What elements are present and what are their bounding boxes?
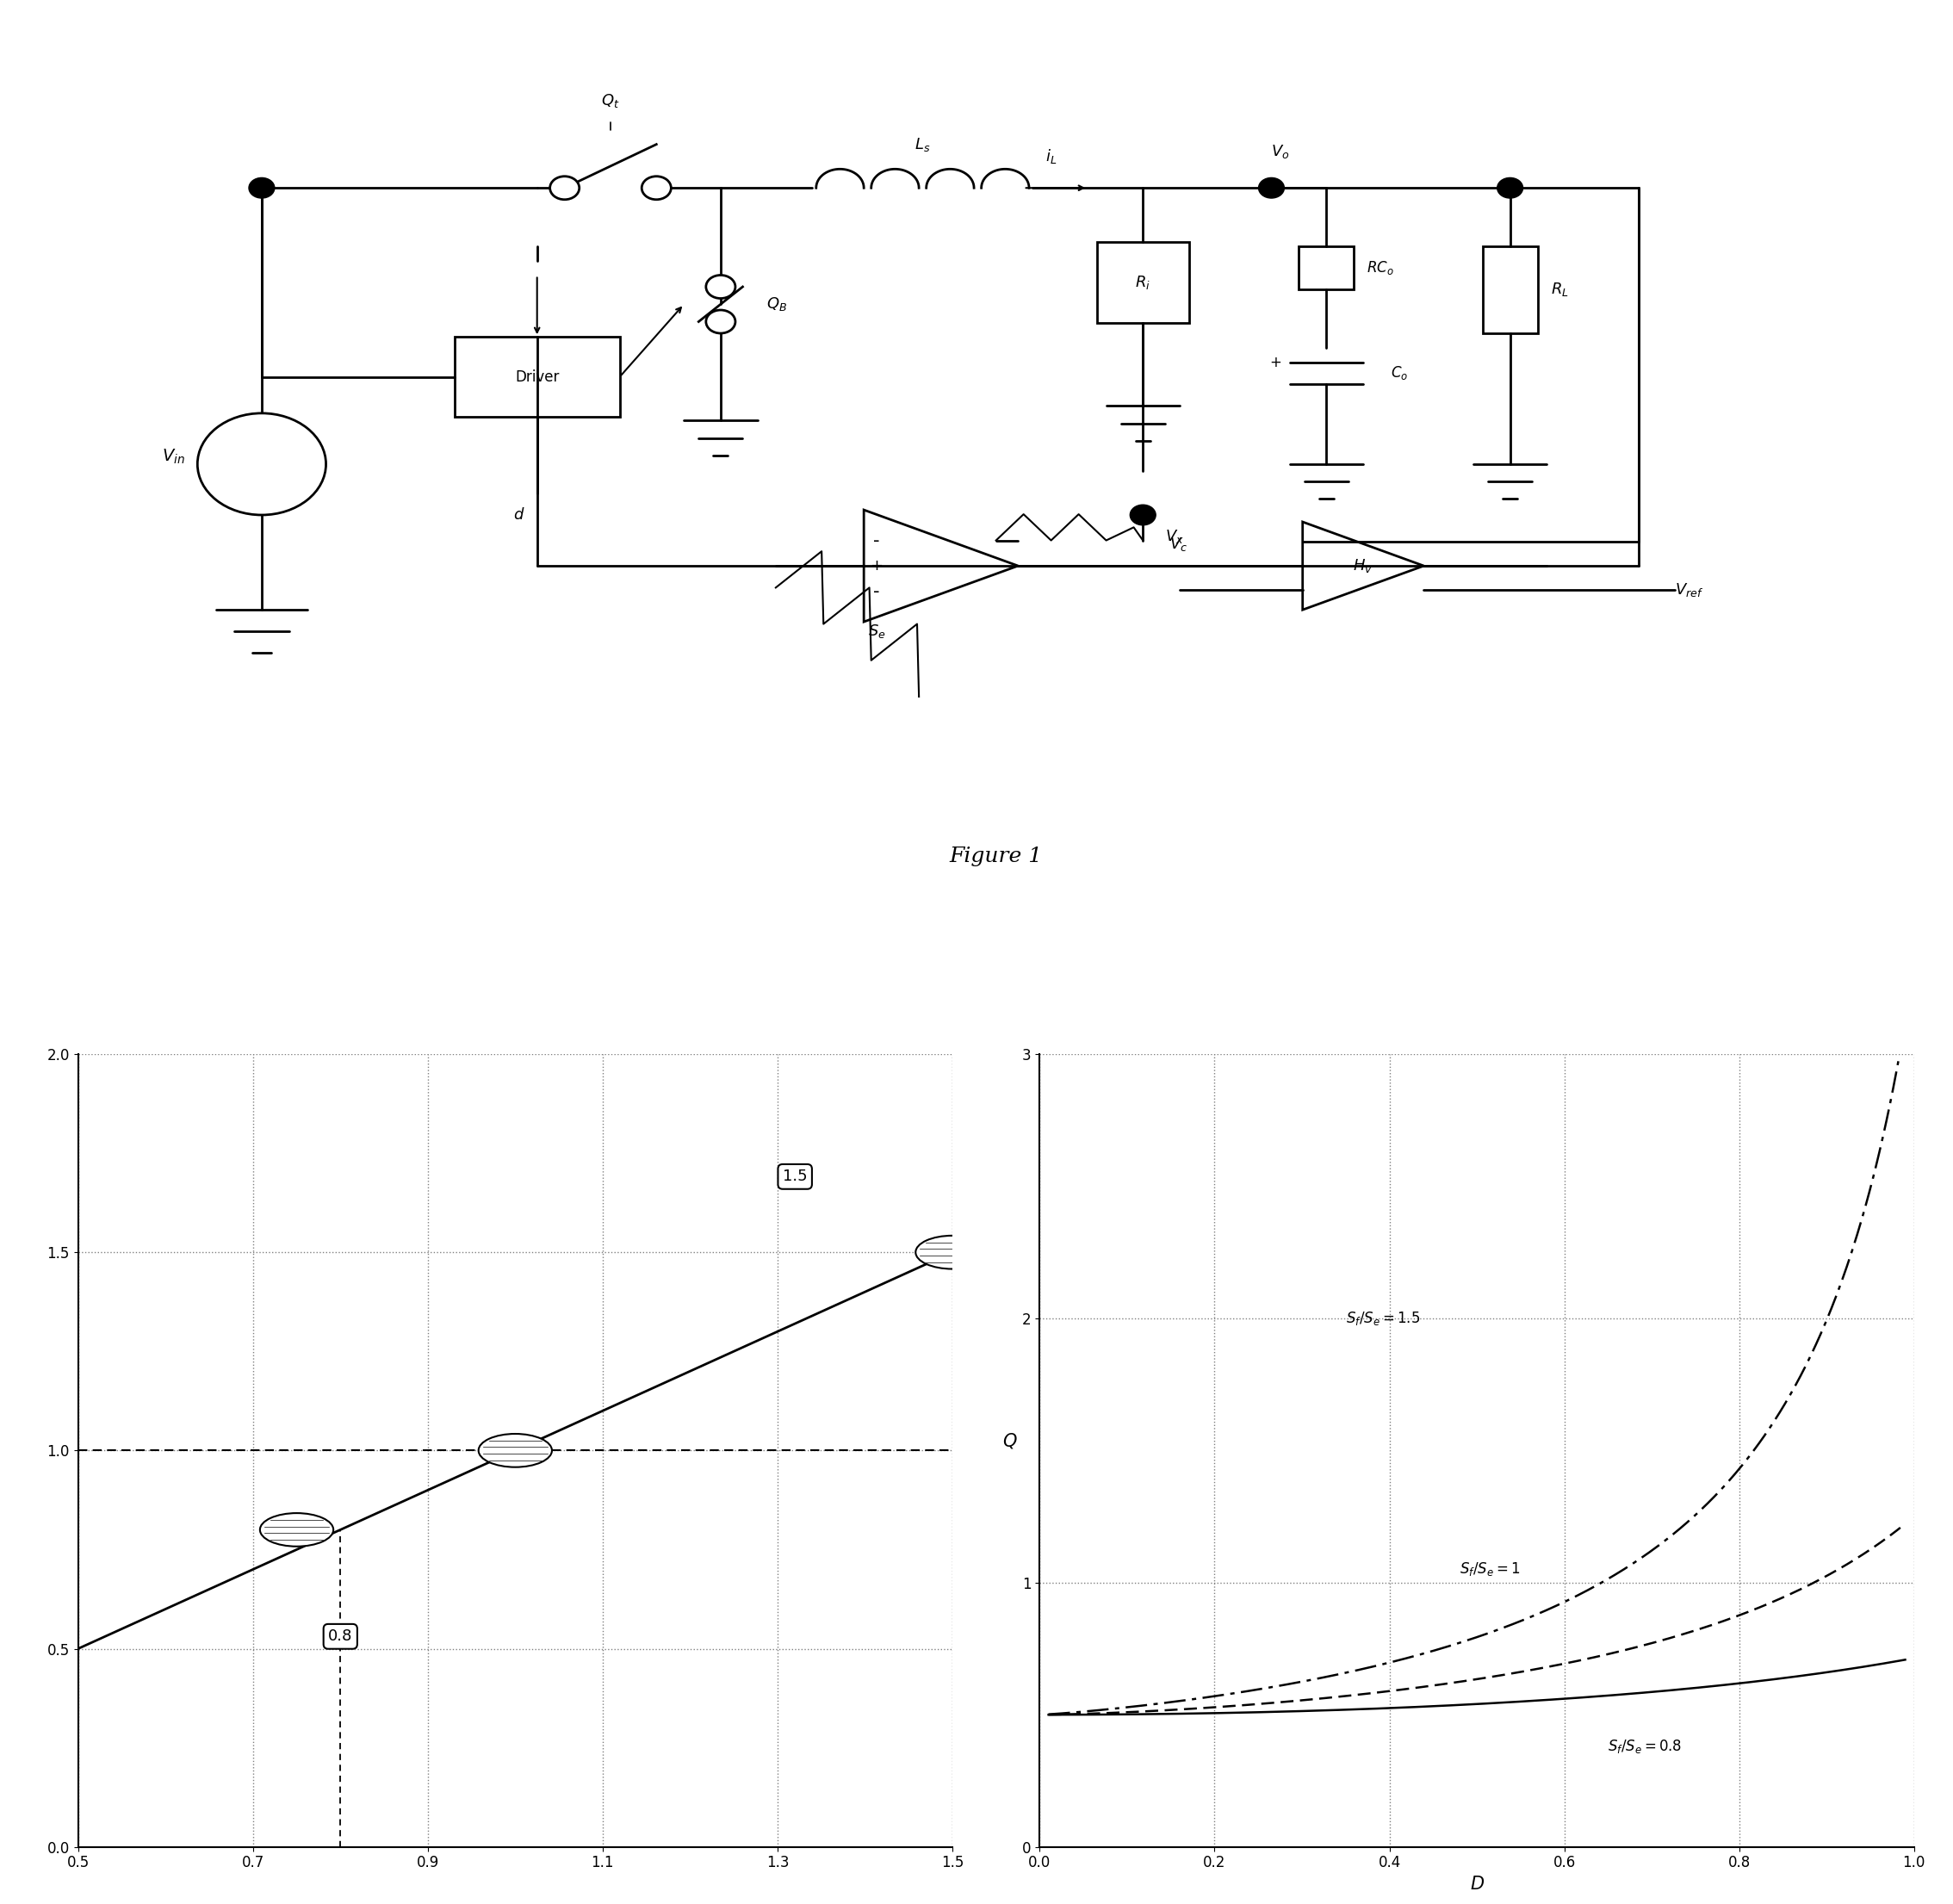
Text: $RC_o$: $RC_o$ (1367, 259, 1394, 276)
Text: Driver: Driver (516, 369, 559, 385)
Text: $V_o$: $V_o$ (1271, 143, 1289, 160)
S_f/S_e=1.5 (1369, 1653, 1392, 1676)
Circle shape (260, 1514, 334, 1546)
Circle shape (1498, 177, 1523, 198)
Text: 0.8: 0.8 (328, 1628, 353, 1645)
S_f/S_e=0.8 (1894, 1649, 1918, 1672)
S_f/S_e=1.5 (1144, 1693, 1168, 1716)
Circle shape (1258, 177, 1285, 198)
S_f/S_e=0.8 (1037, 1704, 1060, 1727)
S_f/S_e=1.5 (1883, 1068, 1906, 1091)
Text: $H_v$: $H_v$ (1353, 558, 1373, 575)
X-axis label: $D$: $D$ (1469, 1875, 1484, 1893)
Text: $d$: $d$ (514, 506, 525, 524)
S_f/S_e=0.8 (1500, 1691, 1523, 1714)
S_f/S_e=0.8 (1449, 1693, 1473, 1716)
Text: $C_o$: $C_o$ (1391, 366, 1408, 383)
Circle shape (705, 310, 736, 333)
S_f/S_e=0.8 (1738, 1670, 1762, 1693)
Text: $S_e$: $S_e$ (867, 623, 885, 640)
Polygon shape (863, 510, 1018, 623)
FancyBboxPatch shape (1098, 242, 1189, 324)
Text: $V_x$: $V_x$ (1164, 527, 1184, 545)
S_f/S_e=1.5 (1680, 1508, 1703, 1531)
S_f/S_e=0.8 (1547, 1687, 1570, 1710)
Line: S_f/S_e=0.8: S_f/S_e=0.8 (1049, 1660, 1906, 1716)
S_f/S_e=1 (1443, 1672, 1467, 1695)
Line: S_f/S_e=1.5: S_f/S_e=1.5 (1049, 1061, 1898, 1714)
Text: $Q_t$: $Q_t$ (602, 91, 619, 109)
Text: +: + (1269, 354, 1281, 369)
Text: $R_i$: $R_i$ (1135, 274, 1150, 291)
Line: S_f/S_e=1: S_f/S_e=1 (1049, 1523, 1906, 1716)
S_f/S_e=1.5 (1037, 1702, 1060, 1725)
FancyBboxPatch shape (455, 337, 619, 417)
Text: +: + (871, 558, 883, 573)
Text: $R_L$: $R_L$ (1551, 282, 1568, 299)
Text: $S_f/S_e=0.8$: $S_f/S_e=0.8$ (1607, 1738, 1682, 1755)
S_f/S_e=1.5 (1887, 1049, 1910, 1072)
S_f/S_e=1 (1738, 1599, 1762, 1622)
Text: $L_s$: $L_s$ (914, 135, 930, 152)
Polygon shape (1303, 522, 1424, 609)
Circle shape (551, 177, 580, 200)
Text: 1.5: 1.5 (783, 1169, 807, 1184)
Circle shape (1131, 505, 1156, 526)
S_f/S_e=0.8 (1873, 1653, 1896, 1676)
FancyBboxPatch shape (1482, 246, 1537, 333)
Circle shape (643, 177, 672, 200)
Text: +: + (256, 440, 268, 455)
FancyBboxPatch shape (1299, 246, 1353, 289)
Text: Figure 1: Figure 1 (949, 847, 1043, 866)
Text: $Q_B$: $Q_B$ (766, 295, 787, 312)
Text: -: - (873, 531, 881, 548)
S_f/S_e=1 (1547, 1653, 1570, 1676)
Text: -: - (873, 583, 881, 600)
S_f/S_e=1.5 (1435, 1636, 1459, 1658)
Circle shape (197, 413, 326, 514)
Y-axis label: $Q$: $Q$ (1002, 1432, 1018, 1451)
Text: $i_L$: $i_L$ (1045, 147, 1057, 166)
Text: $V_{in}$: $V_{in}$ (162, 447, 186, 466)
Text: $V_{ref}$: $V_{ref}$ (1676, 581, 1703, 598)
Text: $S_f/S_e=1$: $S_f/S_e=1$ (1459, 1561, 1519, 1578)
Circle shape (705, 276, 736, 299)
S_f/S_e=0.8 (1443, 1695, 1467, 1717)
S_f/S_e=1 (1873, 1529, 1896, 1552)
S_f/S_e=1 (1449, 1670, 1473, 1693)
S_f/S_e=1 (1037, 1704, 1060, 1727)
S_f/S_e=1.5 (1711, 1476, 1734, 1498)
S_f/S_e=1 (1500, 1662, 1523, 1685)
Circle shape (478, 1434, 553, 1468)
Circle shape (248, 177, 275, 198)
Circle shape (916, 1236, 988, 1268)
Text: -: - (258, 472, 266, 489)
S_f/S_e=1 (1894, 1512, 1918, 1535)
Text: $S_f/S_e=1.5$: $S_f/S_e=1.5$ (1346, 1310, 1420, 1327)
Text: $V_c$: $V_c$ (1170, 535, 1187, 552)
